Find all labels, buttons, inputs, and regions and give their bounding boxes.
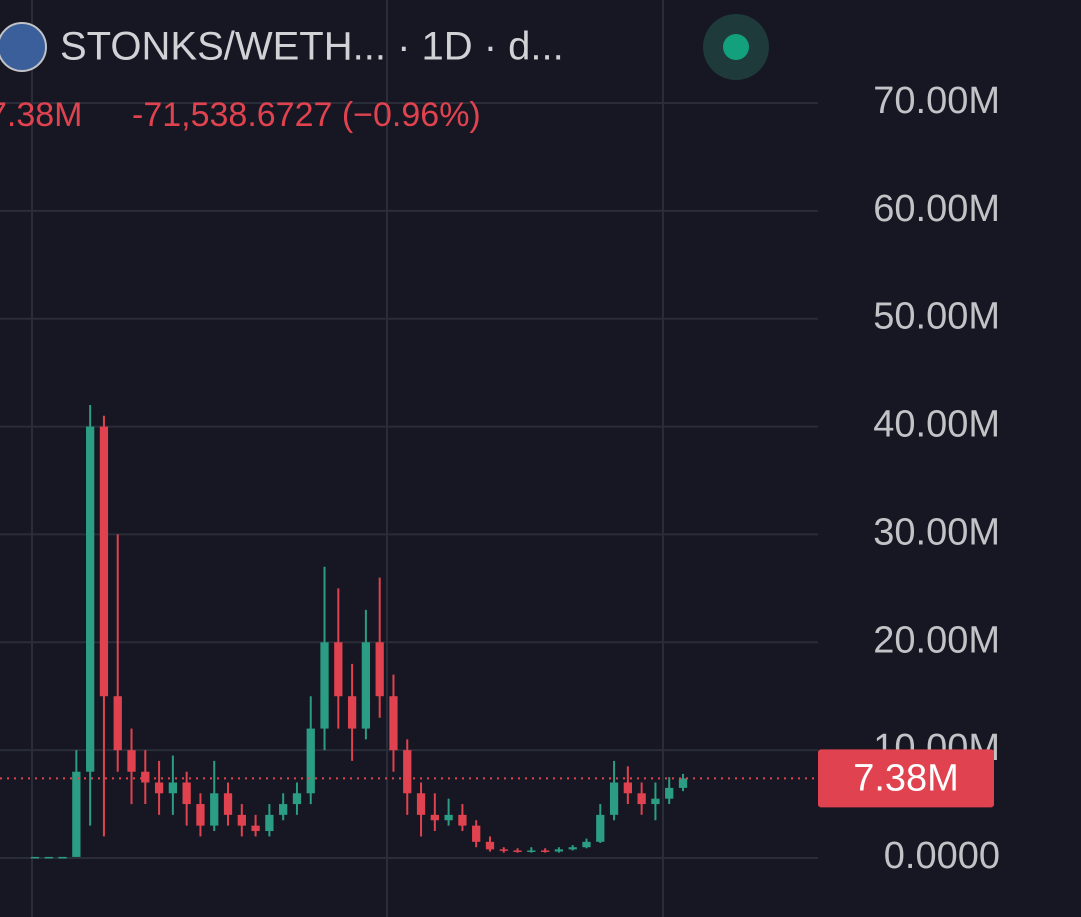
candle-body <box>306 728 315 794</box>
candle-body <box>389 696 398 751</box>
y-tick-label: 70.00M <box>873 80 1000 122</box>
candle-body <box>416 793 426 815</box>
y-tick-label: 0.0000 <box>884 835 1000 877</box>
candle-body <box>540 850 550 852</box>
candle-body <box>279 804 288 815</box>
candle-body <box>99 426 109 697</box>
candle-body <box>127 750 136 772</box>
candle-body <box>430 814 439 821</box>
candle-body <box>58 856 67 859</box>
candle-body <box>637 793 646 805</box>
header-price: 7.38M <box>0 96 83 134</box>
last-price-label: 7.38M <box>853 757 959 799</box>
y-tick-label: 20.00M <box>873 619 1000 661</box>
candle-body <box>568 847 577 850</box>
candle-body <box>623 782 632 794</box>
chart-title: STONKS/WETH... · 1D · d... <box>60 25 564 69</box>
candle-body <box>347 696 357 729</box>
candle-body <box>196 804 205 826</box>
candle-body <box>472 825 481 842</box>
plot-area <box>0 102 818 859</box>
header-change: -71,538.6727 (−0.96%) <box>132 96 481 134</box>
candle-body <box>44 856 53 859</box>
candle-body <box>265 814 274 832</box>
y-tick-label: 50.00M <box>873 296 1000 338</box>
candle-body <box>154 782 164 794</box>
candle-body <box>665 787 674 799</box>
y-tick-label: 60.00M <box>873 188 1000 230</box>
candle-body <box>458 814 467 826</box>
candle-body <box>513 850 522 852</box>
candle-body <box>403 750 412 794</box>
candle-body <box>86 426 95 772</box>
candle-body <box>485 841 495 850</box>
y-tick-label: 40.00M <box>873 404 1000 446</box>
candle-body <box>320 642 329 729</box>
candle-body <box>499 849 508 851</box>
candle-body <box>582 841 591 848</box>
status-dot <box>723 34 749 60</box>
candle-body <box>223 793 233 815</box>
candle-body <box>444 814 453 821</box>
candle-body <box>292 793 302 805</box>
candle-body <box>210 793 219 826</box>
candle-body <box>651 798 660 805</box>
candle-body <box>251 825 260 832</box>
candle-body <box>113 696 122 751</box>
candle-body <box>554 849 564 852</box>
candle-body <box>361 642 371 729</box>
candle-body <box>678 778 688 788</box>
last-price-box <box>818 749 994 808</box>
candle-body <box>375 642 384 697</box>
candle-body <box>609 782 619 815</box>
pair-avatar <box>0 22 47 72</box>
candle-body <box>596 814 605 842</box>
y-tick-label: 30.00M <box>873 511 1000 553</box>
candle-body <box>168 782 178 794</box>
candle-body <box>141 771 150 783</box>
candle-body <box>527 850 536 852</box>
candle-body <box>334 642 343 697</box>
candle-body <box>237 814 246 826</box>
candle-body <box>72 771 81 857</box>
candle-body <box>182 782 191 805</box>
candle-body <box>30 856 40 859</box>
